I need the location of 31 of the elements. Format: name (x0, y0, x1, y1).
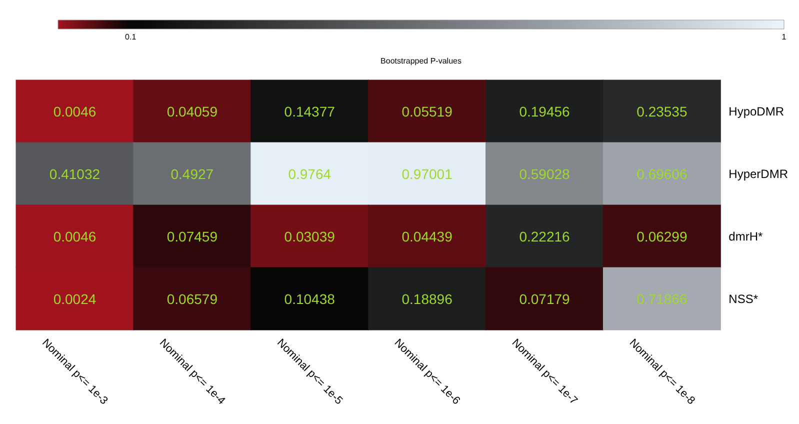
y-tick-label: NSS* (728, 292, 758, 306)
data-label: 0.0024 (53, 290, 96, 307)
data-label: 0.06579 (166, 290, 218, 307)
data-label: 0.69606 (636, 166, 688, 182)
data-label: 0.10438 (284, 290, 336, 307)
data-label: 0.4927 (170, 166, 214, 182)
data-label: 0.23535 (636, 103, 688, 120)
data-label: 0.71866 (636, 290, 688, 307)
data-label: 0.19456 (519, 103, 570, 120)
data-label: 0.9764 (288, 166, 332, 182)
data-label: 0.14377 (284, 103, 336, 120)
data-label: 0.04439 (402, 228, 453, 244)
data-label: 0.0046 (53, 228, 96, 244)
data-label: 0.07459 (166, 228, 218, 244)
data-label: 0.22216 (519, 228, 570, 244)
color-bar-label: 0.1 (125, 32, 137, 42)
y-tick-label: HypoDMR (728, 104, 784, 118)
data-label: 0.97001 (402, 166, 453, 182)
data-label: 0.03039 (284, 228, 336, 244)
color-bar-title: Bootstrapped P-values (380, 56, 462, 66)
y-tick-label: dmrH* (728, 229, 763, 244)
data-label: 0.59028 (519, 166, 570, 182)
data-label: 0.06299 (636, 228, 688, 244)
y-tick-label: HyperDMR (728, 166, 788, 181)
data-label: 0.05519 (402, 103, 453, 120)
data-label: 0.0046 (53, 103, 96, 120)
data-label: 0.07179 (519, 290, 570, 307)
data-label: 0.41032 (49, 166, 100, 182)
data-label: 0.04059 (166, 103, 218, 120)
data-label: 0.18896 (402, 290, 453, 307)
color-bar-label: 1 (782, 32, 787, 42)
